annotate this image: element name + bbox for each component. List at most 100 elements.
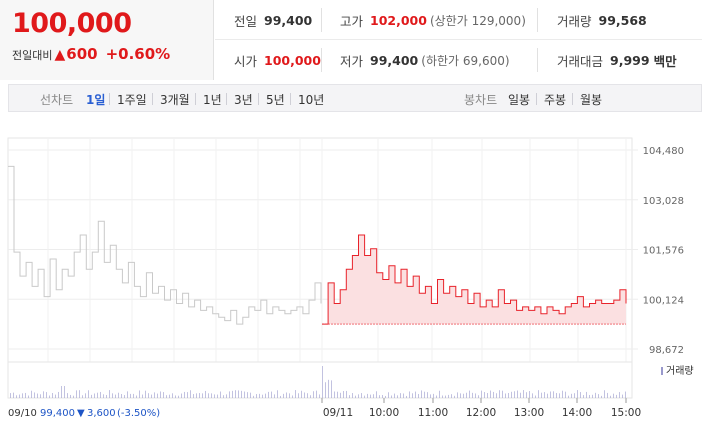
- volume-bar: [133, 393, 134, 398]
- volume-bar: [538, 390, 539, 398]
- tab-1-day[interactable]: 1일: [86, 93, 106, 107]
- x-tick-label: 15:00: [611, 407, 641, 419]
- x-tick-label: 09/11: [323, 407, 353, 419]
- volume-bar: [346, 390, 347, 398]
- volume-bar: [619, 392, 620, 398]
- stats-row: 전일 99,400 고가 102,000 (상한가 129,000) 거래량 9…: [215, 0, 702, 40]
- volume-bar: [262, 394, 263, 398]
- volume-bar: [373, 394, 374, 398]
- volume-bar: [613, 393, 614, 398]
- stat-turnover: 거래대금 9,999 백만: [557, 52, 677, 69]
- volume-bar: [559, 393, 560, 398]
- volume-bar: [484, 392, 485, 398]
- volume-bar: [616, 394, 617, 398]
- volume-bar: [370, 394, 371, 398]
- volume-bar: [550, 391, 551, 398]
- volume-bar: [256, 394, 257, 398]
- volume-bar: [103, 394, 104, 398]
- volume-bar: [604, 390, 605, 398]
- volume-bar: [319, 394, 320, 398]
- volume-bar: [178, 395, 179, 398]
- tab-5-years[interactable]: 5년: [266, 93, 285, 107]
- volume-bar: [607, 392, 608, 398]
- volume-bar: [199, 393, 200, 398]
- volume-bar: [394, 393, 395, 398]
- volume-bar: [304, 392, 305, 398]
- volume-bar: [55, 394, 56, 398]
- volume-bar: [22, 393, 23, 398]
- stat-open: 시가 100,000: [234, 52, 321, 69]
- volume-bar: [463, 393, 464, 398]
- volume-bar: [205, 390, 206, 398]
- volume-bar: [493, 391, 494, 398]
- volume-bar: [292, 395, 293, 398]
- tab-3-years[interactable]: 3년: [234, 93, 253, 107]
- volume-bars: 거래량: [7, 361, 694, 399]
- volume-bar: [505, 393, 506, 398]
- tab-1-year[interactable]: 1년: [203, 93, 222, 107]
- volume-bar: [466, 392, 467, 398]
- tab-10-years[interactable]: 10년: [298, 93, 325, 107]
- tab-monthly-candle[interactable]: 월봉: [580, 93, 603, 107]
- volume-bar: [217, 394, 218, 398]
- volume-bar: [127, 391, 128, 398]
- volume-bar: [220, 391, 221, 398]
- volume-bar: [376, 391, 377, 398]
- volume-bar: [340, 392, 341, 398]
- volume-bar: [181, 393, 182, 398]
- volume-bar: [253, 395, 254, 398]
- volume-bar: [529, 391, 530, 398]
- volume-bar: [472, 392, 473, 398]
- tab-daily-candle[interactable]: 일봉: [508, 93, 531, 107]
- volume-bar: [16, 395, 17, 398]
- volume-bar: [154, 392, 155, 398]
- volume-bar: [514, 391, 515, 398]
- volume-bar: [310, 395, 311, 398]
- volume-bar: [115, 394, 116, 398]
- tab-1-week[interactable]: 1주일: [117, 93, 147, 107]
- volume-bar: [433, 393, 434, 398]
- volume-bar: [238, 390, 239, 398]
- tab-3-months[interactable]: 3개월: [160, 93, 190, 107]
- volume-bar: [391, 395, 392, 398]
- tab-weekly-candle[interactable]: 주봉: [544, 93, 567, 107]
- volume-bar: [202, 393, 203, 398]
- volume-bar: [139, 390, 140, 398]
- volume-bar: [520, 392, 521, 398]
- volume-bar: [223, 395, 224, 398]
- volume-bar: [415, 391, 416, 398]
- current-price: 100,000: [12, 8, 132, 39]
- volume-bar: [232, 390, 233, 398]
- chart-grid: [7, 137, 638, 363]
- volume-bar: [85, 393, 86, 398]
- volume-bar: [568, 395, 569, 398]
- volume-bar: [331, 380, 332, 398]
- volume-bar: [298, 393, 299, 398]
- volume-bar: [274, 394, 275, 398]
- volume-bar: [289, 393, 290, 398]
- volume-bar: [286, 392, 287, 398]
- volume-bar: [31, 390, 32, 398]
- volume-bar: [571, 393, 572, 398]
- volume-bar: [544, 392, 545, 398]
- volume-bar: [337, 391, 338, 398]
- volume-bar: [388, 392, 389, 398]
- volume-bar: [187, 392, 188, 398]
- volume-bar: [496, 393, 497, 398]
- prev-day-change: 3,600: [87, 408, 116, 419]
- intraday-price-chart: 104,480 103,028 101,576 100,124 98,672 거래량 0…: [7, 137, 694, 419]
- volume-bar: [379, 395, 380, 398]
- volume-bar: [244, 391, 245, 398]
- volume-bar: [10, 393, 11, 398]
- volume-bar: [481, 390, 482, 398]
- volume-bar: [328, 379, 329, 398]
- volume-bar: [358, 394, 359, 398]
- volume-bar: [67, 393, 68, 398]
- volume-bar: [163, 392, 164, 398]
- x-tick-label: 13:00: [514, 407, 544, 419]
- volume-bar: [406, 395, 407, 398]
- volume-bar: [598, 394, 599, 398]
- volume-bar: [214, 394, 215, 398]
- volume-bar: [193, 394, 194, 398]
- volume-bar: [43, 391, 44, 398]
